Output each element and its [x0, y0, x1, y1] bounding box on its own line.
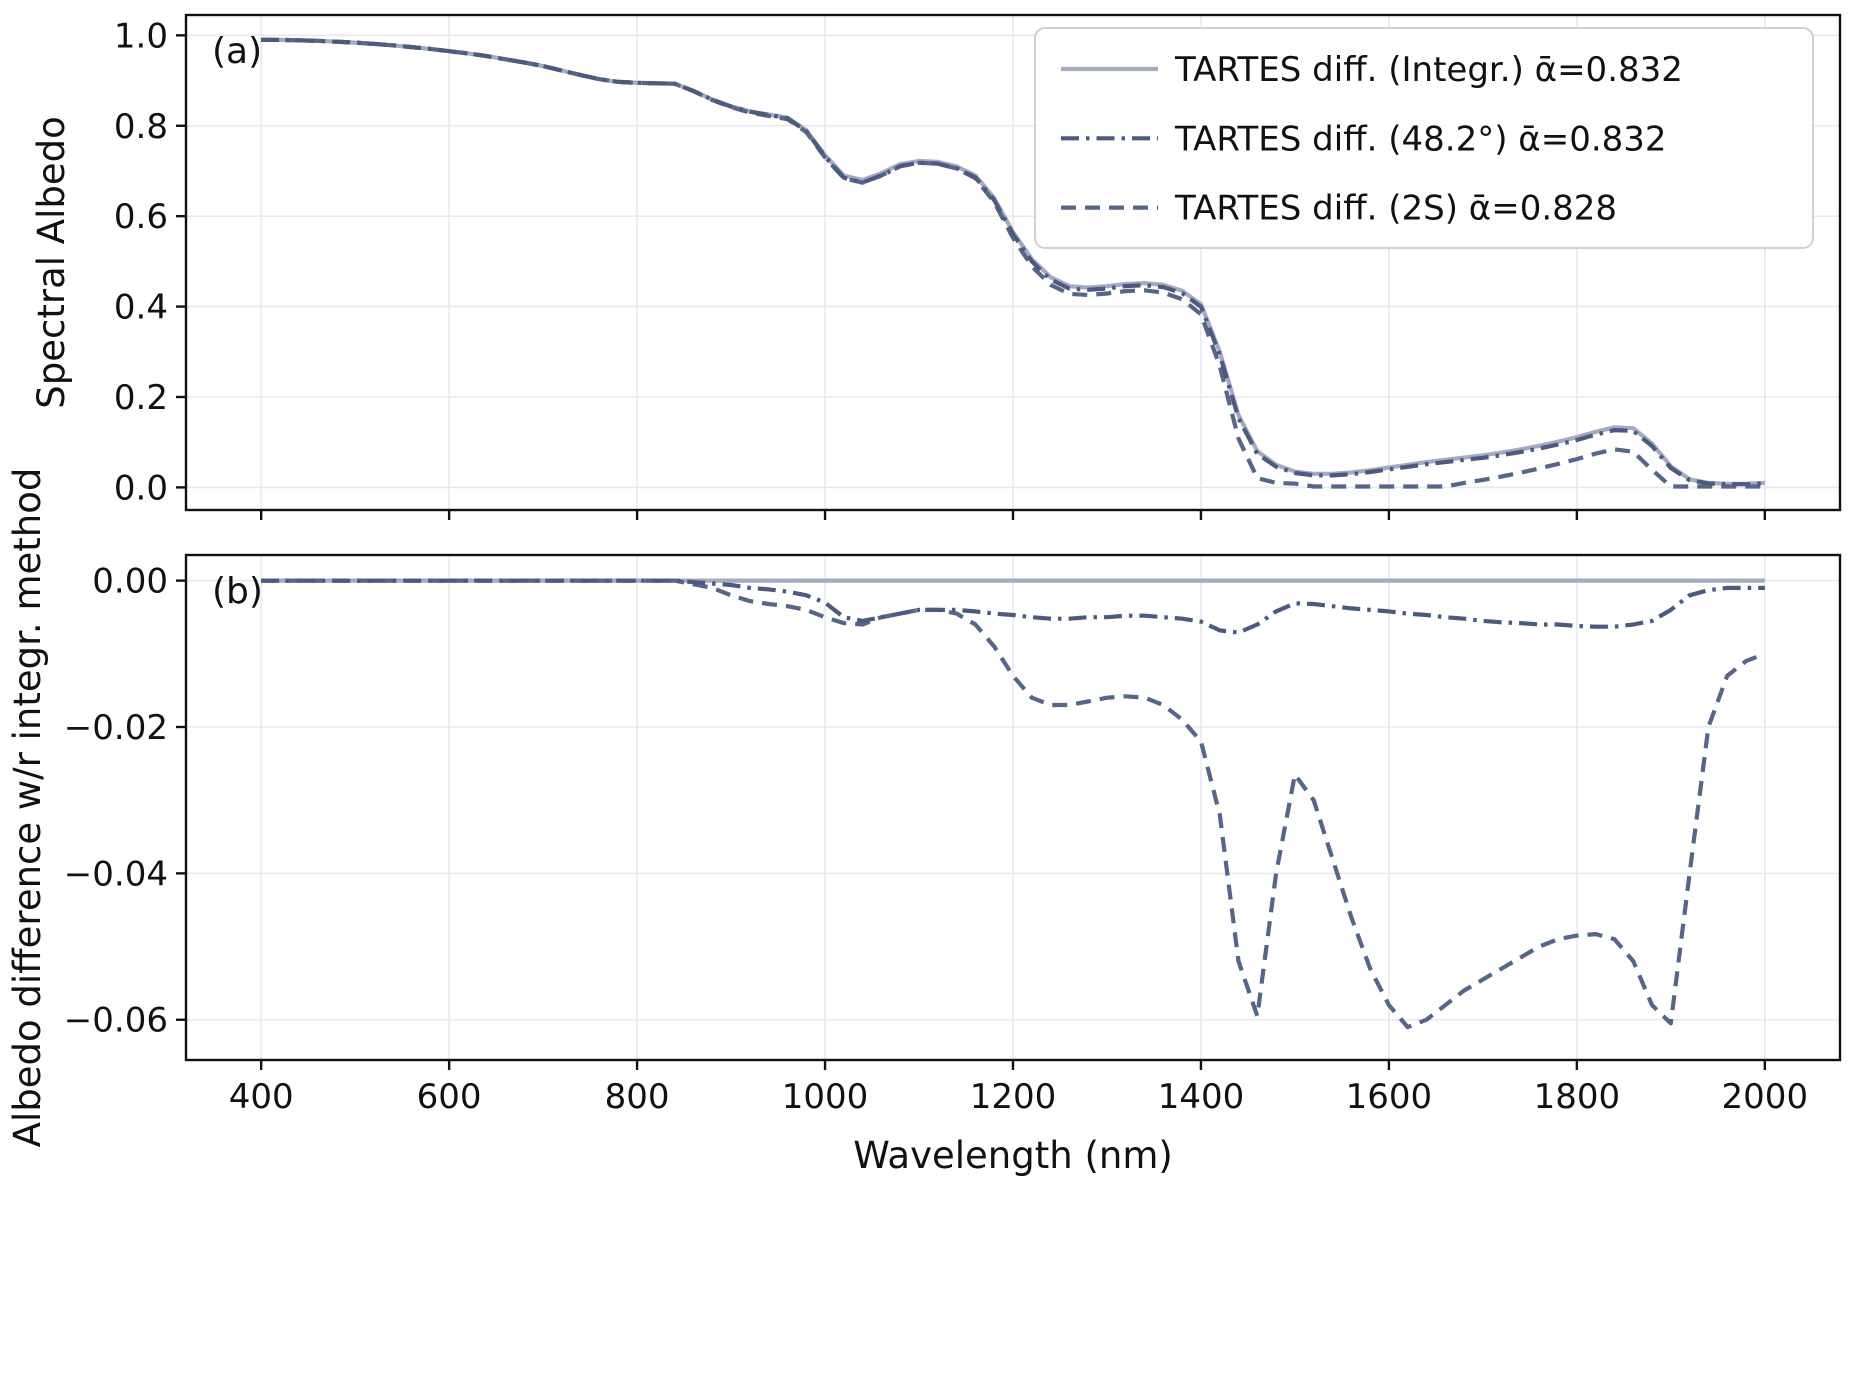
x-tick-label: 1400	[1158, 1077, 1245, 1117]
panel-label-a: (a)	[212, 31, 262, 72]
x-tick-label: 1800	[1534, 1077, 1621, 1117]
legend-label: TARTES diff. (48.2°) ᾱ=0.832	[1174, 119, 1667, 159]
y-tick-label: 0.0	[114, 468, 168, 508]
y-tick-label: −0.04	[64, 854, 168, 894]
y-tick-label: 0.2	[114, 378, 168, 418]
y-tick-label: −0.02	[64, 708, 168, 748]
y-axis-label-a: Spectral Albedo	[30, 116, 73, 408]
y-tick-label: 1.0	[114, 16, 168, 56]
x-tick-label: 1000	[782, 1077, 869, 1117]
panel-label-b: (b)	[212, 571, 263, 612]
legend-label: TARTES diff. (Integr.) ᾱ=0.832	[1174, 50, 1683, 90]
x-tick-label: 2000	[1722, 1077, 1809, 1117]
y-tick-label: 0.4	[114, 288, 168, 328]
y-tick-label: −0.06	[64, 1001, 168, 1041]
legend: TARTES diff. (Integr.) ᾱ=0.832 TARTES dif…	[1034, 27, 1814, 249]
panel-a: 0.0 0.2 0.4 0.6 0.8 1.0 (a) Spectral Albedo TART…	[30, 13, 1842, 520]
x-tick-label: 800	[605, 1077, 670, 1117]
legend-entry-integr: TARTES diff. (Integr.) ᾱ=0.832	[1061, 50, 1683, 90]
x-tick-label: 600	[417, 1077, 482, 1117]
x-tick-label: 400	[229, 1077, 294, 1117]
x-axis-label: Wavelength (nm)	[853, 1134, 1173, 1177]
y-axis-label-b: Albedo difference w/r integr. method	[6, 468, 49, 1148]
y-tick-label: 0.8	[114, 107, 168, 147]
y-tick-label: 0.6	[114, 197, 168, 237]
y-tick-label: 0.00	[92, 562, 168, 602]
series-line-oblique48	[261, 37, 1765, 487]
legend-label: TARTES diff. (2S) ᾱ=0.828	[1174, 189, 1617, 229]
legend-entry-oblique48: TARTES diff. (48.2°) ᾱ=0.832	[1061, 119, 1667, 159]
legend-box	[1034, 27, 1814, 249]
x-tick-label: 1200	[970, 1077, 1057, 1117]
panel-b: 400 600 800 1000 1200 1400 1600 1800 2000 0.00 −0.…	[6, 468, 1842, 1177]
legend-entry-twostream: TARTES diff. (2S) ᾱ=0.828	[1061, 189, 1617, 229]
x-tick-label: 1600	[1346, 1077, 1433, 1117]
series-line-oblique48	[261, 578, 1765, 635]
